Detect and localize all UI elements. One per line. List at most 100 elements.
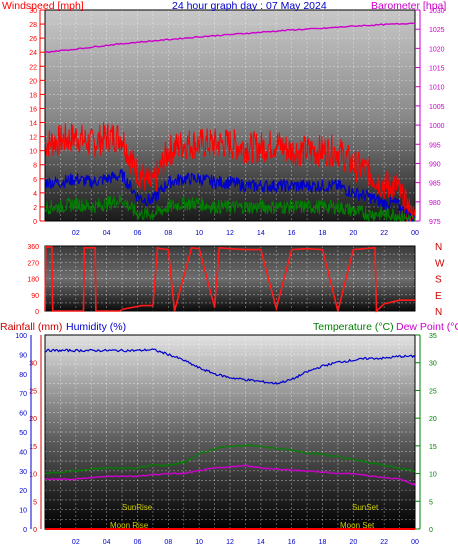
compass-label-4: N xyxy=(435,242,442,253)
hour-tick-a-18: 18 xyxy=(319,230,327,237)
grid-lines xyxy=(44,9,416,530)
hour-tick-a-04: 04 xyxy=(103,230,111,237)
hour-tick-a-08: 08 xyxy=(164,230,172,237)
dir-tick-360: 360 xyxy=(27,244,39,251)
wind-tick-26: 26 xyxy=(29,36,37,43)
humidity-tick-90: 90 xyxy=(19,352,27,359)
wind-tick-30: 30 xyxy=(29,8,37,15)
temp-tick-30: 30 xyxy=(429,361,437,368)
series-average xyxy=(44,169,416,222)
hour-tick-b-22: 22 xyxy=(380,539,388,546)
dir-tick-270: 270 xyxy=(27,260,39,267)
temp-tick-35: 35 xyxy=(429,333,437,340)
baro-tick-1015: 1015 xyxy=(429,66,445,73)
wind-tick-0: 0 xyxy=(33,219,37,226)
hour-tick-b-08: 08 xyxy=(164,539,172,546)
compass-label-0: N xyxy=(435,307,442,318)
humidity-axis-title: Humidity (%) xyxy=(66,321,126,333)
wind-tick-10: 10 xyxy=(29,149,37,156)
rainfall-axis-title: Rainfall (mm) xyxy=(0,321,62,333)
series-lowest xyxy=(44,194,416,222)
compass-label-1: E xyxy=(435,291,442,302)
wind-tick-8: 8 xyxy=(33,163,37,170)
humidity-tick-80: 80 xyxy=(19,372,27,379)
temp-tick-0: 0 xyxy=(429,527,433,534)
moonrise-label: Moon Rise xyxy=(110,521,149,530)
wind-tick-20: 20 xyxy=(29,78,37,85)
hour-tick-b-20: 20 xyxy=(349,539,357,546)
wind-axis-title: Windspeed [mph] xyxy=(2,0,84,12)
direction-panel-bg xyxy=(45,246,415,311)
humidity-tick-50: 50 xyxy=(19,430,27,437)
wind-tick-6: 6 xyxy=(33,177,37,184)
rain-tick-0: 0 xyxy=(33,527,37,534)
wind-tick-24: 24 xyxy=(29,50,37,57)
wind-tick-16: 16 xyxy=(29,106,37,113)
hour-tick-b-10: 10 xyxy=(195,539,203,546)
temp-tick-5: 5 xyxy=(429,499,433,506)
wind-tick-28: 28 xyxy=(29,22,37,29)
dir-tick-90: 90 xyxy=(31,293,39,300)
hour-tick-a-12: 12 xyxy=(226,230,234,237)
wind-tick-22: 22 xyxy=(29,64,37,71)
temp-tick-25: 25 xyxy=(429,388,437,395)
rain-tick-10: 10 xyxy=(29,472,37,479)
barometer-axis-title: Barometer [hpa] xyxy=(371,0,446,12)
rain-tick-30: 30 xyxy=(29,361,37,368)
series-direction xyxy=(44,246,415,313)
series-humidity xyxy=(45,348,416,385)
baro-tick-1020: 1020 xyxy=(429,46,445,53)
temp-tick-15: 15 xyxy=(429,444,437,451)
baro-tick-990: 990 xyxy=(429,161,441,168)
hour-tick-a-10: 10 xyxy=(195,230,203,237)
hour-tick-a-06: 06 xyxy=(134,230,142,237)
hour-tick-b-00: 00 xyxy=(411,539,419,546)
wind-tick-2: 2 xyxy=(33,205,37,212)
hour-tick-a-14: 14 xyxy=(257,230,265,237)
dewpoint-axis-title: Dew Point (°C) xyxy=(396,321,458,333)
rain-tick-25: 25 xyxy=(29,388,37,395)
sunrise-label: SunRise xyxy=(122,503,153,512)
rain-tick-20: 20 xyxy=(29,416,37,423)
series-gust xyxy=(44,122,416,222)
hour-tick-a-16: 16 xyxy=(288,230,296,237)
humidity-tick-100: 100 xyxy=(15,333,27,340)
humidity-tick-40: 40 xyxy=(19,449,27,456)
temp-tick-20: 20 xyxy=(429,416,437,423)
wind-tick-4: 4 xyxy=(33,191,37,198)
baro-tick-1030: 1030 xyxy=(429,8,445,15)
baro-tick-1005: 1005 xyxy=(429,104,445,111)
baro-tick-1010: 1010 xyxy=(429,85,445,92)
compass-label-2: S xyxy=(435,275,442,286)
panel-frame-0 xyxy=(44,9,416,222)
compass-label-3: W xyxy=(435,258,445,269)
hour-tick-a-00: 00 xyxy=(411,230,419,237)
sunset-label: SunSet xyxy=(352,503,379,512)
baro-tick-980: 980 xyxy=(429,200,441,207)
baro-tick-995: 995 xyxy=(429,142,441,149)
series-layer xyxy=(44,22,416,530)
humidity-tick-10: 10 xyxy=(19,508,27,515)
tick-labels: 0246810121416182022242628309759809859909… xyxy=(15,8,445,546)
humidity-tick-70: 70 xyxy=(19,391,27,398)
temp-tick-10: 10 xyxy=(429,472,437,479)
wind-tick-12: 12 xyxy=(29,135,37,142)
hour-tick-b-14: 14 xyxy=(257,539,265,546)
rain-tick-15: 15 xyxy=(29,444,37,451)
hour-tick-b-02: 02 xyxy=(72,539,80,546)
hour-tick-a-20: 20 xyxy=(349,230,357,237)
temperature-axis-title: Temperature (°C) xyxy=(313,321,394,333)
hour-tick-b-06: 06 xyxy=(134,539,142,546)
humidity-tick-30: 30 xyxy=(19,469,27,476)
wind-tick-18: 18 xyxy=(29,92,37,99)
wind-tick-14: 14 xyxy=(29,121,37,128)
hour-tick-b-04: 04 xyxy=(103,539,111,546)
baro-tick-1025: 1025 xyxy=(429,27,445,34)
hour-tick-a-22: 22 xyxy=(380,230,388,237)
temp-panel-bg xyxy=(45,335,415,529)
series-dewpoint xyxy=(44,464,416,486)
series-temperature xyxy=(44,444,416,475)
hour-tick-b-12: 12 xyxy=(226,539,234,546)
